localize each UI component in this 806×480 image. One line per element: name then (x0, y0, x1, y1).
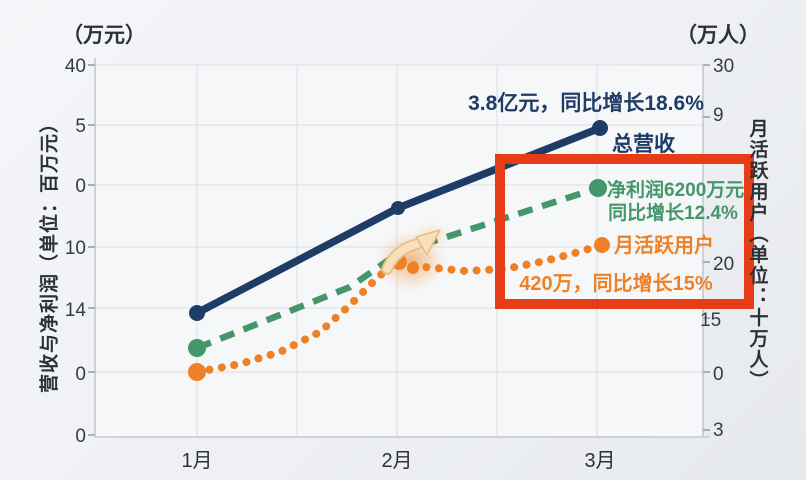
data-point-marker (391, 201, 405, 215)
y-tick-label: 3 (713, 420, 724, 441)
profit-annotation-line2: 同比增长12.4% (608, 201, 738, 224)
y-axis-left-labels: 40 5 0 10 14 0 0 (65, 56, 87, 447)
y-axis-right-labels: 30 9 20 15 0 3 (700, 56, 734, 441)
y-tick-label: 20 (713, 254, 734, 275)
right-axis-unit-label: （万人） (676, 23, 760, 47)
y-tick-label: 15 (700, 310, 721, 331)
data-point-marker (188, 339, 206, 357)
left-axis-title: 营收与净利润（单位：百万元） (39, 112, 61, 394)
data-point-marker (589, 179, 607, 197)
x-tick-label-month2: 2月 (381, 450, 412, 472)
revenue-point-markers (189, 120, 608, 321)
x-tick-label-month3: 3月 (584, 450, 615, 472)
up-arrow-icon (381, 229, 441, 275)
data-point-marker (407, 262, 419, 274)
data-point-marker (594, 237, 610, 253)
highlight-box (495, 154, 754, 309)
revenue-annotation: 3.8亿元，同比增长18.6% (468, 91, 704, 115)
data-point-marker (592, 120, 608, 136)
right-axis-title: 月活跃用户（单位：十万人） (746, 118, 768, 392)
data-point-marker (188, 363, 206, 381)
y-tick-label: 30 (713, 56, 734, 77)
x-tick-label-month1: 1月 (181, 450, 212, 472)
x-axis-labels: 1月 2月 3月 (181, 450, 615, 472)
y-tick-label: 5 (75, 116, 86, 137)
y-tick-label: 0 (713, 364, 724, 385)
y-tick-label: 10 (65, 238, 86, 259)
tick-marks (88, 64, 710, 436)
y-tick-label: 9 (713, 105, 724, 126)
left-axis-unit-label: （万元） (62, 23, 146, 47)
profit-annotation-line1: 净利润6200万元， (607, 178, 763, 201)
mau-line (193, 241, 606, 376)
y-tick-label: 0 (75, 176, 86, 197)
y-tick-label: 40 (65, 56, 86, 77)
mau-series-label: 月活跃用户 (613, 233, 714, 257)
revenue-series-label: 总营收 (612, 132, 675, 156)
data-point-marker (189, 305, 205, 321)
profit-point-markers (188, 179, 607, 357)
y-tick-label: 14 (65, 300, 87, 321)
mau-annotation: 420万，同比增长15% (519, 271, 713, 295)
y-tick-label: 0 (75, 364, 86, 385)
y-tick-label: 0 (75, 426, 86, 447)
